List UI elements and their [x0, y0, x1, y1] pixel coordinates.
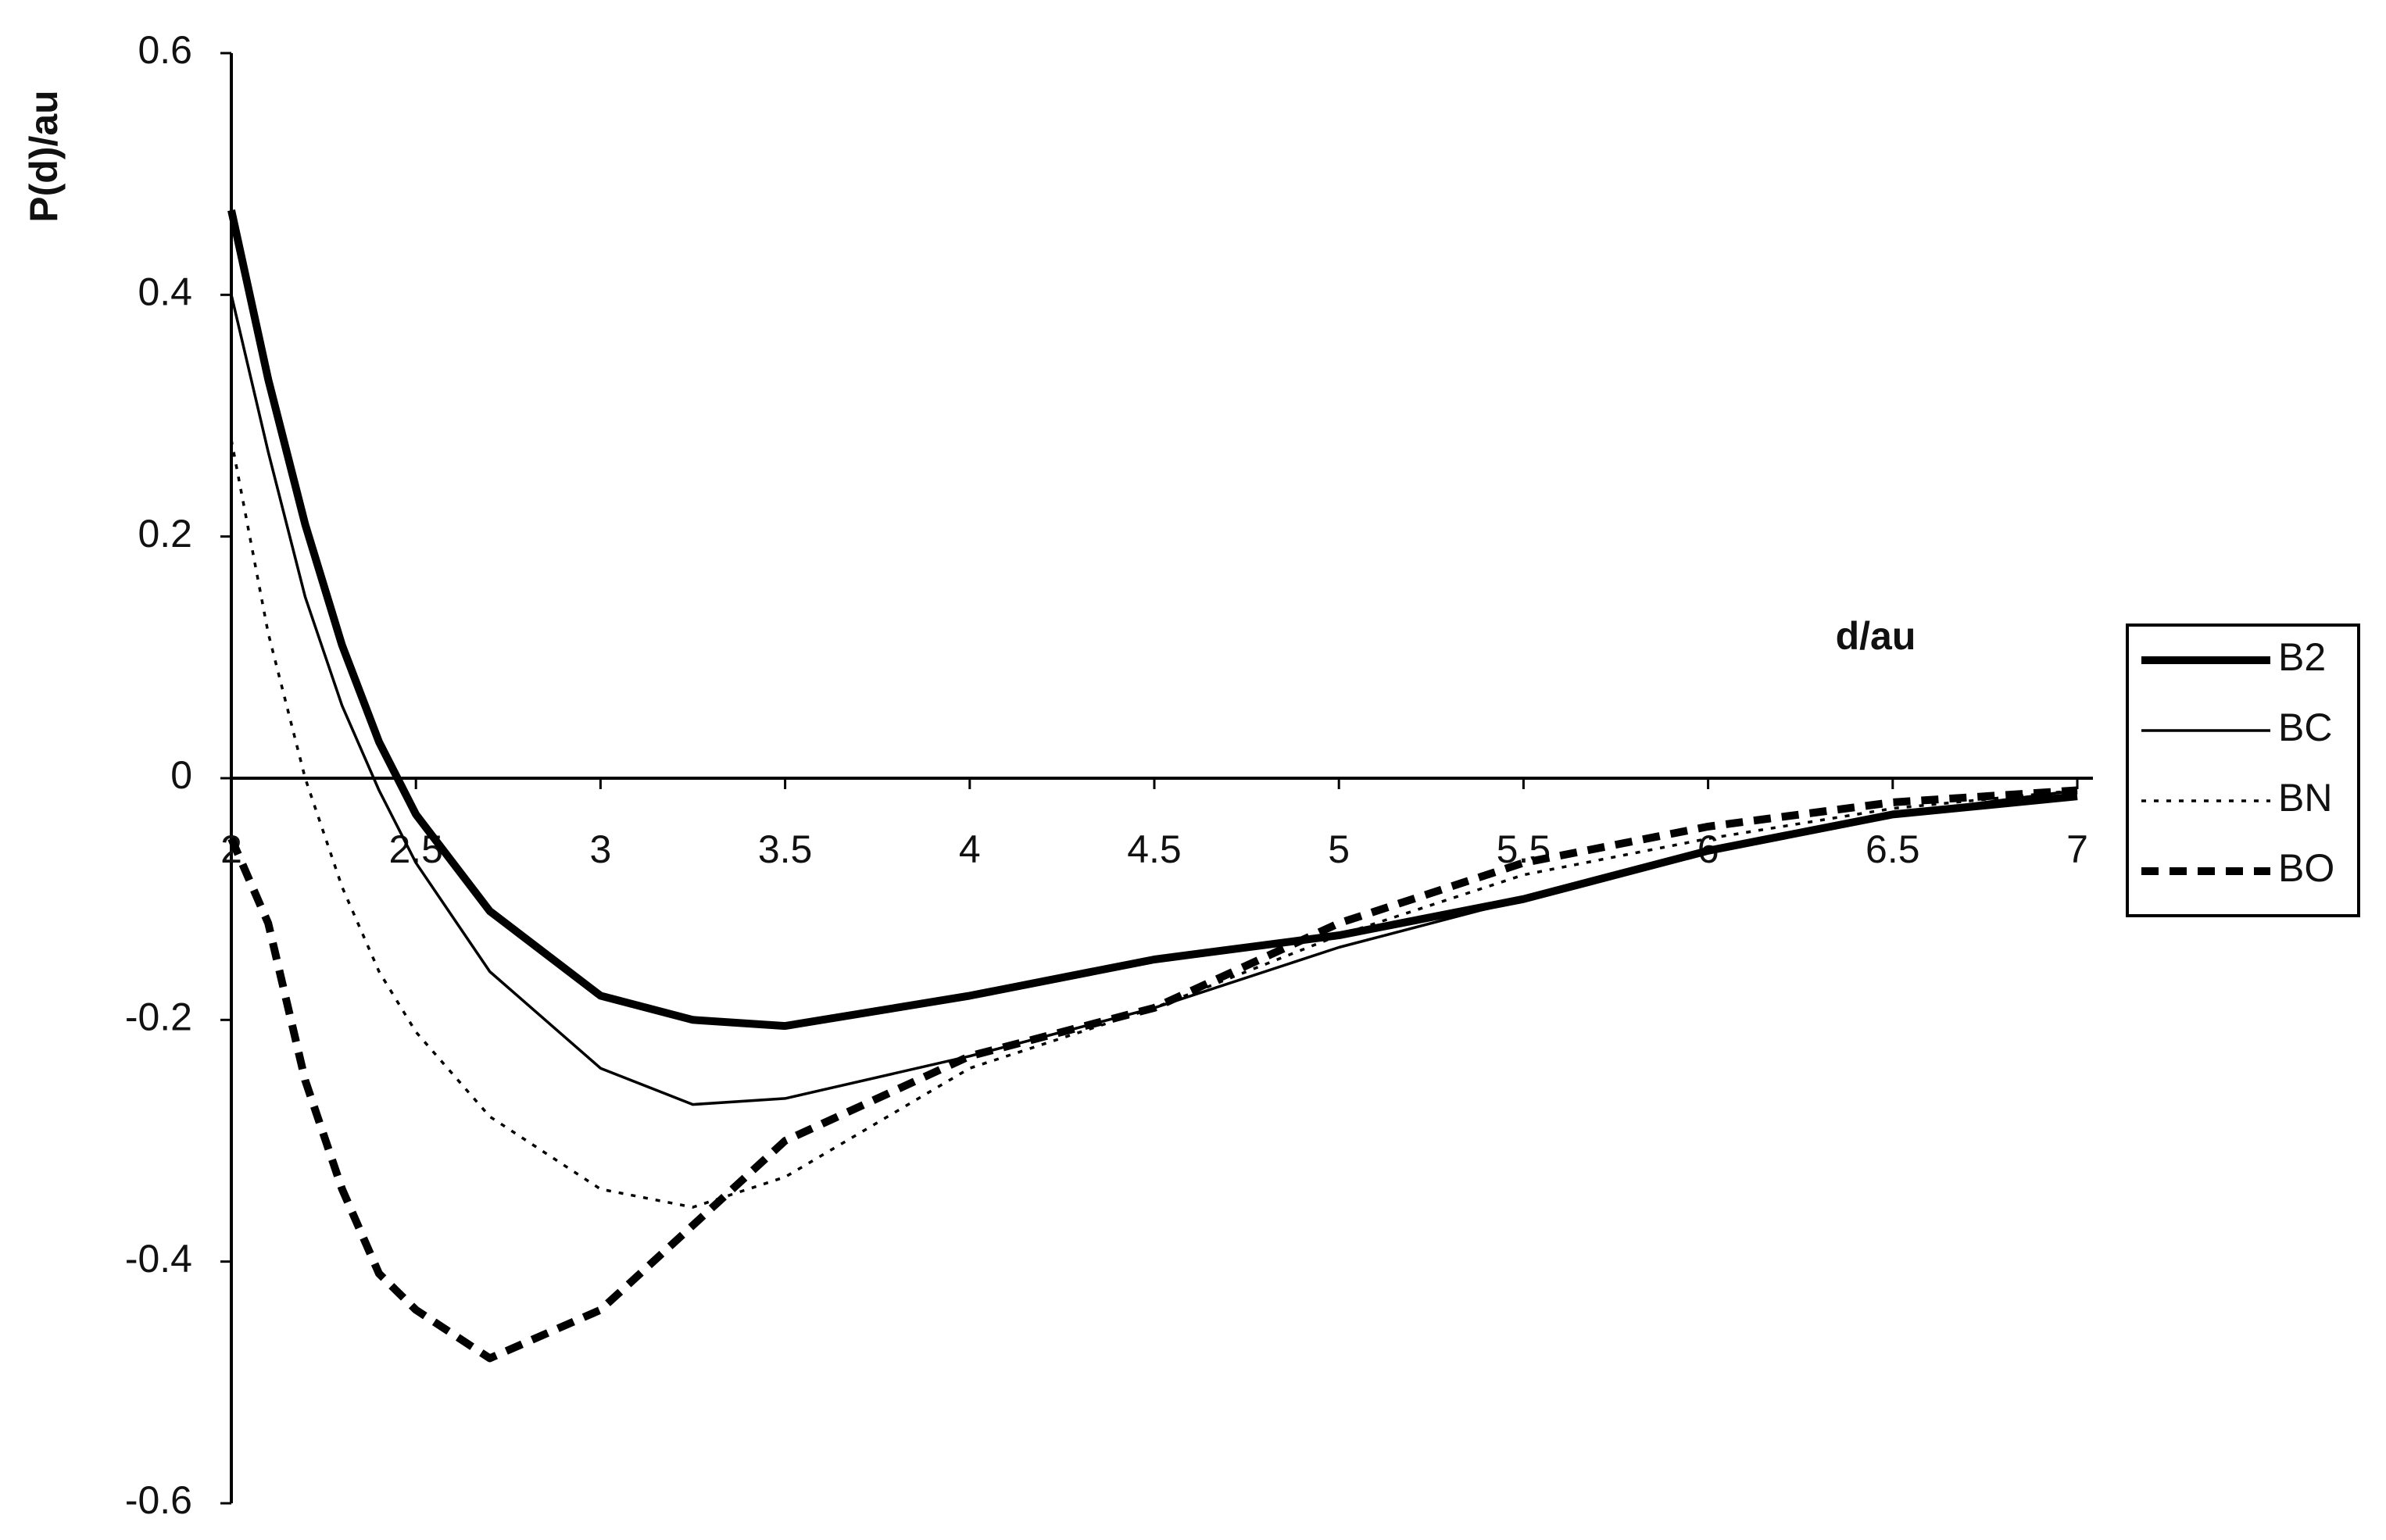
x-tick-label: 3: [589, 827, 611, 871]
y-tick-label: -0.2: [125, 995, 192, 1039]
x-tick-label: 4.5: [1127, 827, 1182, 871]
x-tick-label: 6.5: [1866, 827, 1920, 871]
legend-label: B2: [2278, 635, 2326, 679]
y-tick-label: 0.4: [138, 270, 192, 314]
legend-label: BN: [2278, 776, 2332, 820]
x-tick-label: 5.5: [1497, 827, 1551, 871]
y-tick-label: 0.6: [138, 28, 192, 72]
y-tick-label: 0: [170, 753, 192, 797]
y-tick-label: -0.4: [125, 1237, 192, 1281]
x-axis-title: d/au: [1836, 614, 1916, 658]
legend-label: BC: [2278, 706, 2332, 749]
line-series: [230, 294, 2078, 1106]
y-tick-label: 0.2: [138, 512, 192, 556]
line-series: [227, 786, 2078, 1363]
x-tick-label: 3.5: [758, 827, 813, 871]
line-series: [230, 439, 2078, 1209]
y-axis-title: P(d)/au: [22, 90, 66, 222]
x-tick-label: 4: [959, 827, 981, 871]
legend-label: BO: [2278, 846, 2334, 890]
y-tick-label: -0.6: [125, 1478, 192, 1522]
line-series: [227, 209, 2078, 1031]
x-tick-label: 7: [2066, 827, 2088, 871]
x-tick-label: 5: [1328, 827, 1350, 871]
